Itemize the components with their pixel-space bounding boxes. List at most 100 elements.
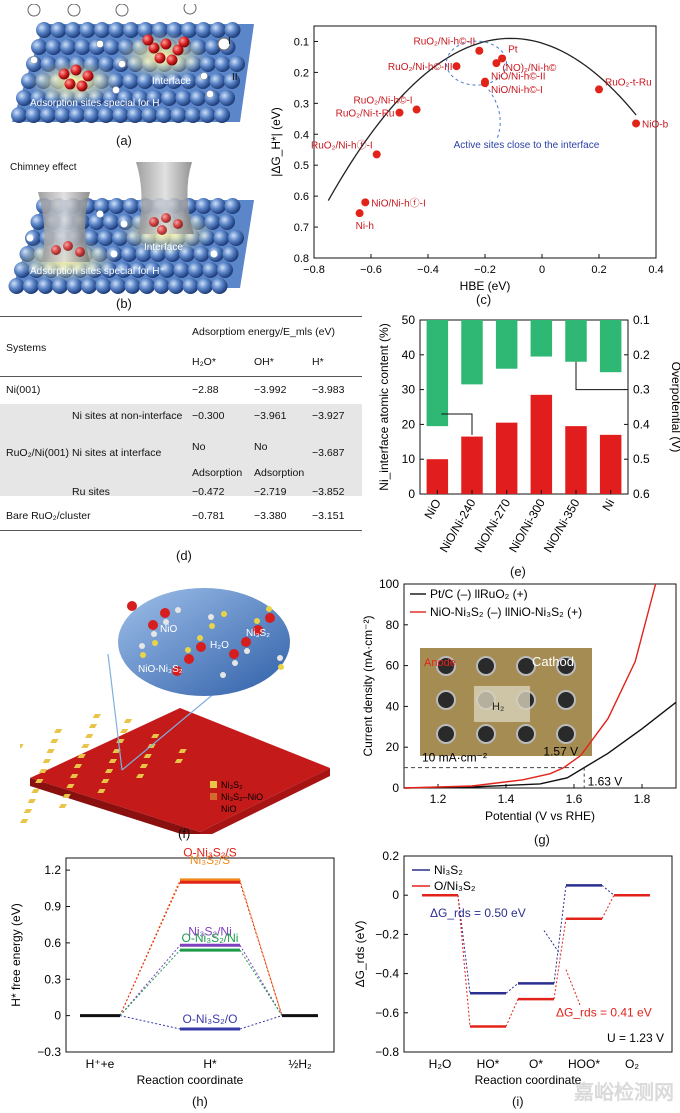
h2-molecule-icon xyxy=(67,3,81,17)
data-label-c: RuO₂/Ni-hⓕ-I xyxy=(311,139,373,151)
inset-label-h2: H₂ xyxy=(492,701,504,713)
lens-atom xyxy=(184,654,194,664)
illustration-b: Chimney effect Interface Adsorption site… xyxy=(4,154,260,294)
lens-atom xyxy=(139,643,145,649)
surface-atom xyxy=(217,262,233,278)
surface-atom xyxy=(190,90,206,106)
state-label-h: ½H₂ xyxy=(288,1057,312,1071)
annotation-arrow-red xyxy=(565,969,581,1006)
table-header-oh: OH* xyxy=(254,356,274,368)
data-label-c: Pt xyxy=(508,44,518,55)
caption-e: (e) xyxy=(510,564,526,579)
bar-overpotential xyxy=(461,320,483,385)
chart-i: −0.8 −0.6 −0.4 −0.2 0 0.2 ΔG_rds (eV) H₂O HO* O* H… xyxy=(348,846,680,1092)
table-cell: −0.300 xyxy=(192,410,225,422)
annotation-dg-blue: ΔG_rds = 0.50 eV xyxy=(430,906,526,920)
data-label-c: RuO₂/Ni-h©-III xyxy=(388,62,453,73)
series-label-h: O-Ni₃S₂/S xyxy=(183,846,237,859)
surface-atom xyxy=(144,262,161,278)
y-tick-label-c: 0.8 xyxy=(294,253,309,265)
legend-label-i: O/Ni₃S₂ xyxy=(434,879,476,893)
ni3s2-tile xyxy=(108,759,117,763)
y-tick-label-i: 0 xyxy=(392,888,399,902)
ni3s2-tile xyxy=(104,769,114,773)
hbe-scatter-plot: −0.8 −0.6 −0.4 −0.2 0 0.2 0.4 0.1 0.2 0.3 0.4 0.5 0.… xyxy=(269,25,669,293)
surface-atom xyxy=(224,73,240,89)
surface-atom xyxy=(161,90,177,106)
surface-atom xyxy=(94,198,110,214)
table-cell: No Adsorption xyxy=(192,441,243,479)
lens-atom xyxy=(185,647,191,653)
plot-frame-e xyxy=(419,319,629,495)
ni-interface-bar-chart: NiONiO/Ni-240NiO/Ni-270NiO/Ni-300NiO/Ni-… xyxy=(377,313,680,555)
table-cell: −3.983 xyxy=(312,384,345,396)
x-axis-label-h: Reaction coordinate xyxy=(137,1073,244,1087)
surface-atom xyxy=(210,198,226,214)
inset-label-anode: Anode xyxy=(424,657,456,669)
surface-atom xyxy=(228,230,244,246)
data-point-c xyxy=(372,150,381,159)
lens-atom xyxy=(277,655,283,661)
ni3s2-tile xyxy=(97,789,106,793)
y-tick-label-g: 40 xyxy=(386,699,400,713)
plot-frame-h xyxy=(65,857,335,1053)
data-point-c xyxy=(355,209,364,218)
surface-atom xyxy=(205,39,221,55)
bar-ni-content xyxy=(495,422,518,494)
x-tick-label-g: 1.8 xyxy=(634,792,651,806)
bar-overpotential xyxy=(565,320,587,362)
series-label-h: O-Ni₃S₂/O xyxy=(183,1012,238,1026)
x-tick-label-c: 0.4 xyxy=(648,264,663,276)
table-cell: −2.719 xyxy=(254,486,287,498)
x-axis-label-c: HBE (eV) xyxy=(460,279,511,293)
state-label-i: HOO* xyxy=(568,1057,600,1071)
table-row-site: Ru sites xyxy=(72,486,110,498)
surface-atom xyxy=(54,107,71,123)
surface-atom xyxy=(185,107,201,123)
surface-atom xyxy=(94,22,110,38)
ni3s2-tile xyxy=(35,779,44,783)
illustration-a-label-i: I xyxy=(228,36,231,47)
data-label-c: RuO₂/Ni-h©-II xyxy=(413,37,475,48)
inset-screw xyxy=(556,656,576,676)
oxygen-atom xyxy=(58,68,70,80)
surface-atom xyxy=(224,198,241,214)
illustration-b-label-chimney: Chimney effect xyxy=(10,162,77,173)
adsorption-energy-table: Systems Adsorptiom energy/E_mls (eV) H₂O… xyxy=(0,316,362,532)
y-tick-label-i: −0.6 xyxy=(375,1006,399,1020)
y2-tick-label-e: 0.2 xyxy=(633,348,650,362)
data-label-c: NiO/Ni-h©-I xyxy=(491,85,543,96)
oxygen-atom xyxy=(172,44,184,56)
y-tick-label-g: 100 xyxy=(379,577,399,591)
surface-atom xyxy=(40,107,56,123)
lens-atom xyxy=(221,611,227,617)
hydrogen-atom xyxy=(96,40,104,48)
data-point-c xyxy=(595,85,603,94)
inset-screw xyxy=(436,724,456,744)
annotation-163v: 1.63 V xyxy=(588,775,623,789)
h2-molecule-icon xyxy=(115,3,129,17)
y-tick-label-i: −0.8 xyxy=(375,1045,399,1059)
y-tick-label-c: 0.1 xyxy=(294,36,309,48)
surface-atom xyxy=(181,22,197,38)
lens-atom xyxy=(163,619,169,625)
ni3s2-tile xyxy=(23,809,33,813)
connector-h xyxy=(119,1015,283,1030)
oxygen-atom xyxy=(160,38,172,50)
surface-atom xyxy=(195,198,212,214)
hydrogen-atom xyxy=(118,60,126,68)
ni3s2-tile xyxy=(53,729,63,733)
y-tick-label-c: 0.5 xyxy=(294,160,309,172)
hydrogen-atom xyxy=(112,86,120,94)
inset-screw xyxy=(476,724,496,744)
lens-atom xyxy=(254,618,260,624)
ni3s2-tile xyxy=(139,764,149,768)
y-tick-label-c: 0.6 xyxy=(294,191,309,203)
lens-atom xyxy=(244,648,250,654)
inset-screw xyxy=(556,690,576,710)
surface-atom xyxy=(211,278,228,294)
x-axis-label-i: Reaction coordinate xyxy=(475,1073,582,1087)
illustration-a-label-ii: II xyxy=(232,72,238,83)
surface-atom xyxy=(66,278,83,294)
hydrogen-atom xyxy=(120,220,128,228)
